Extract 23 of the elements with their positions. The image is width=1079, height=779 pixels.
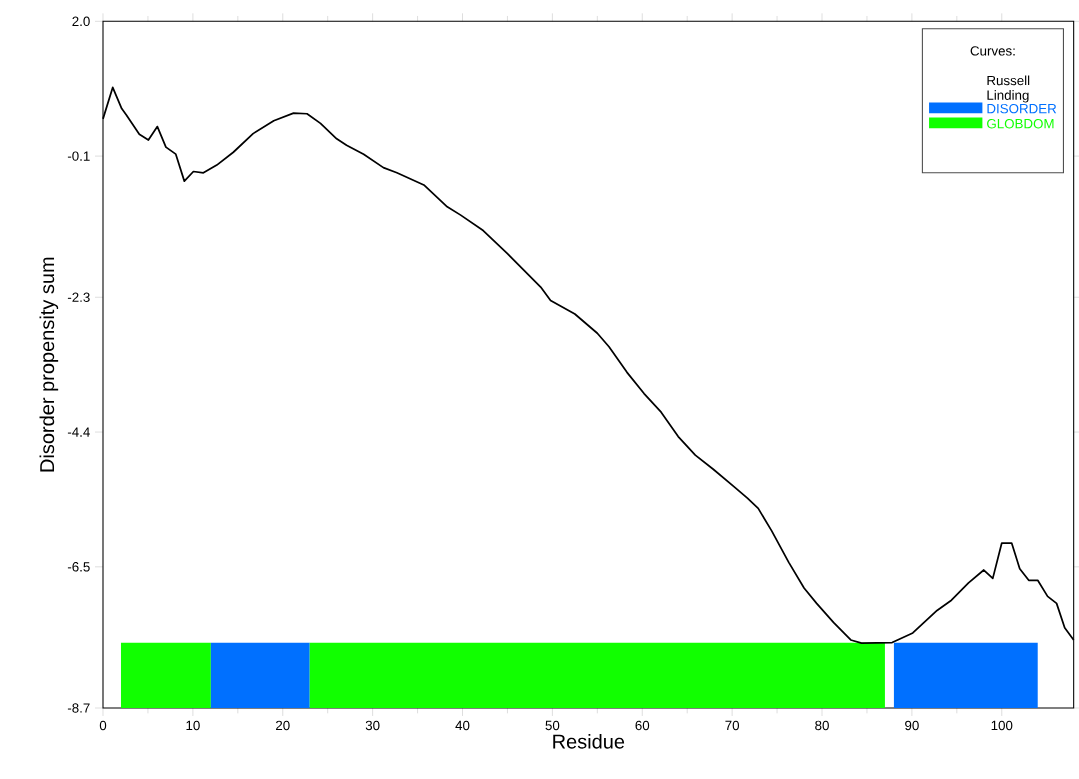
- y-tick-label: -8.7: [67, 703, 90, 713]
- x-tick-label: 70: [725, 720, 740, 731]
- x-tick-label: 90: [905, 720, 919, 731]
- x-tick-label: 80: [815, 720, 829, 731]
- y-axis-title: Disorder propensity sum: [39, 257, 59, 472]
- x-tick-label: 0: [99, 720, 107, 731]
- x-axis-title: Residue: [553, 733, 625, 749]
- x-tick-label: 60: [635, 720, 650, 731]
- text: Russell Linding: [987, 75, 1030, 103]
- y-tick-label: -6.5: [67, 562, 90, 572]
- x-tick-label: 20: [276, 720, 290, 731]
- y-tick-label: -0.1: [67, 151, 90, 161]
- legend-title: Curves:: [970, 46, 1015, 56]
- y-tick-label: -4.4: [67, 427, 90, 437]
- x-tick-label: 40: [455, 720, 470, 731]
- y-tick-label: -2.3: [67, 292, 90, 302]
- x-tick-label: 100: [991, 720, 1013, 731]
- x-tick-label: 50: [545, 720, 560, 731]
- legend-label: DISORDER: [987, 103, 1057, 114]
- y-tick-label: 2.0: [72, 16, 90, 27]
- legend-label: GLOBDOM: [987, 118, 1054, 129]
- x-tick-label: 30: [365, 720, 380, 731]
- x-tick-label: 10: [186, 720, 200, 731]
